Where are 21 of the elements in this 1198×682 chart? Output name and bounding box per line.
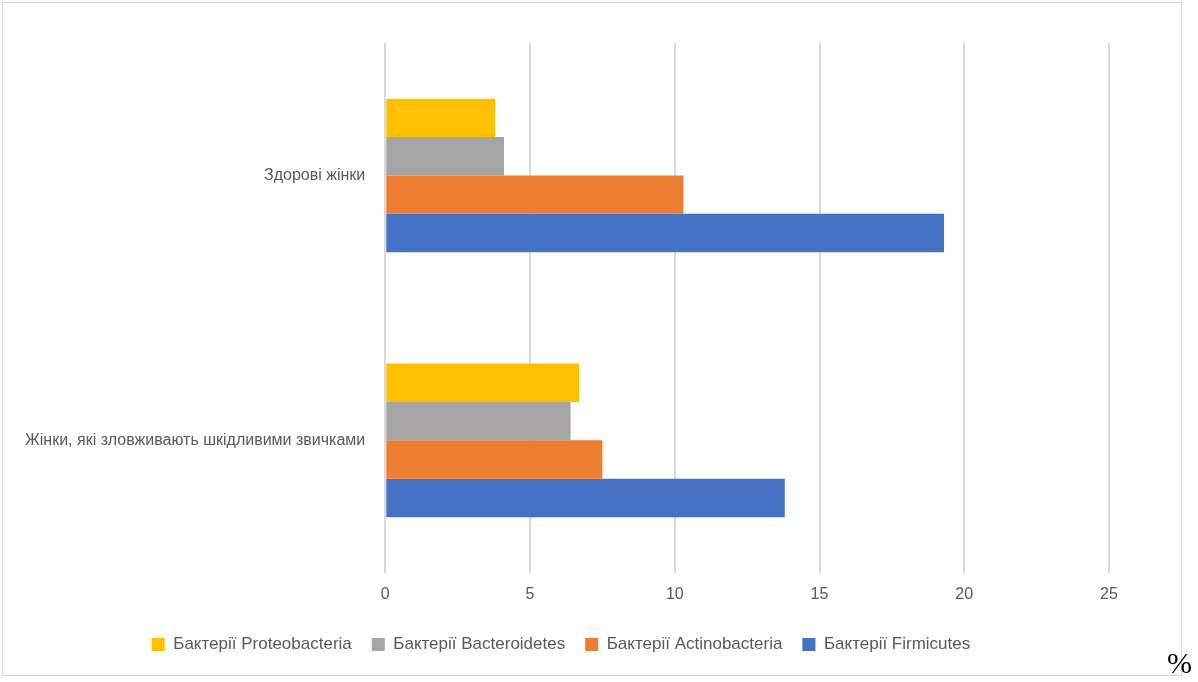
y-tick-label: Здорові жінки — [264, 165, 366, 183]
x-tick-label: 10 — [665, 584, 684, 602]
x-tick-label: 5 — [525, 584, 535, 602]
x-tick-label: 0 — [380, 584, 390, 602]
x-axis-title: % — [1167, 646, 1192, 680]
bar — [386, 440, 603, 479]
legend-label: Бактерії Actinobacteria — [606, 634, 783, 654]
bar — [386, 478, 785, 518]
bar — [386, 137, 504, 176]
x-tick-label: 20 — [955, 584, 974, 602]
bar — [386, 213, 944, 253]
legend-label: Бактерії Firmicutes — [823, 634, 971, 654]
legend-label: Бактерії Bacteroidetes — [393, 634, 566, 654]
bar — [386, 175, 684, 214]
bar — [386, 401, 571, 441]
x-tick-label: 15 — [810, 584, 829, 602]
x-tick-label: 25 — [1100, 584, 1118, 602]
y-tick-label: Жінки, які зловживають шкідливими звичками — [25, 430, 366, 448]
bar — [386, 98, 496, 138]
bar — [386, 363, 580, 402]
legend-label: Бактерії Proteobacteria — [173, 634, 353, 654]
